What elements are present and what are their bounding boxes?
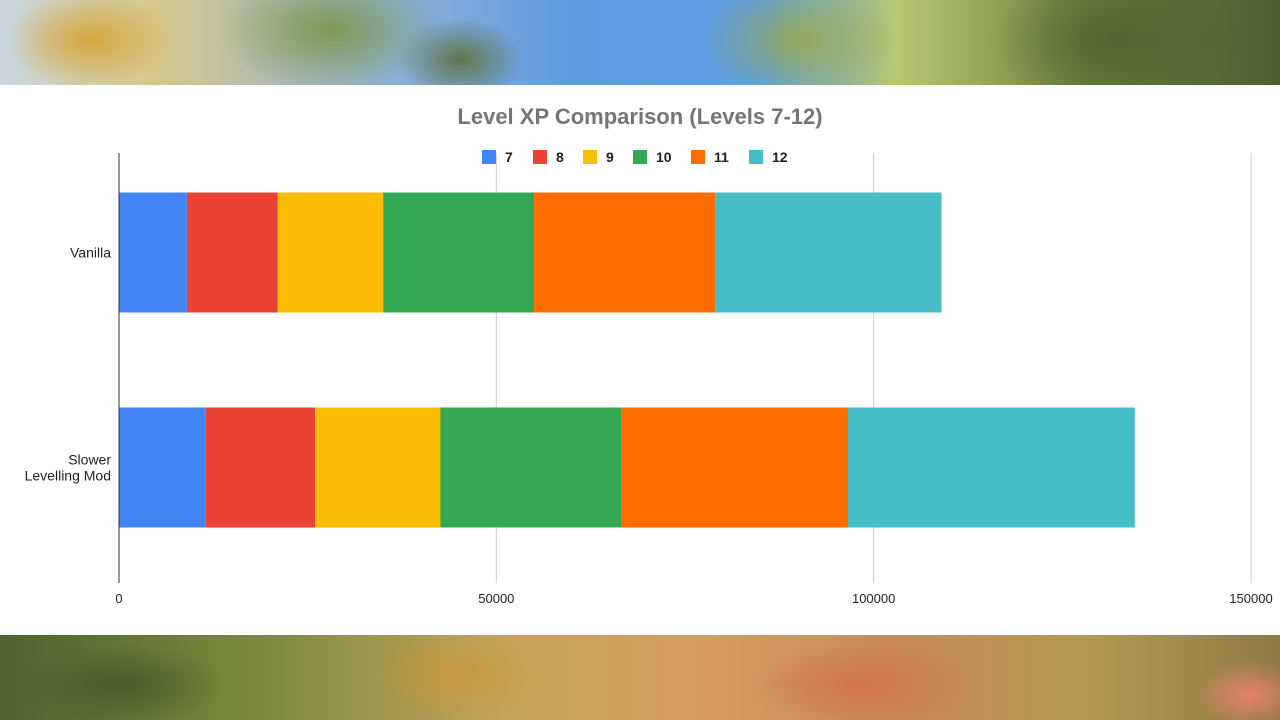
legend-label-12: 12 (772, 149, 788, 165)
legend-swatch-7 (482, 150, 496, 164)
legend-label-8: 8 (556, 149, 564, 165)
bar-segment-level-10 (383, 192, 535, 313)
bar-segment-level-9 (315, 407, 441, 528)
legend-swatch-9 (583, 150, 597, 164)
bar-segment-level-9 (277, 192, 384, 313)
legend: 7 8 9 10 11 12 (482, 149, 788, 165)
category-label: Slower (68, 452, 111, 468)
category-label: Vanilla (70, 245, 111, 261)
background-foliage-bottom (0, 635, 1280, 720)
legend-swatch-11 (691, 150, 705, 164)
bar-segment-level-7 (119, 407, 206, 528)
bar-segment-level-7 (119, 192, 187, 313)
legend-swatch-10 (633, 150, 647, 164)
bar-segment-level-8 (205, 407, 316, 528)
x-tick-label: 150000 (1229, 591, 1272, 606)
chart-title: Level XP Comparison (Levels 7-12) (457, 104, 823, 129)
legend-label-10: 10 (656, 149, 672, 165)
bars (119, 192, 1135, 528)
x-tick-label: 0 (115, 591, 122, 606)
legend-swatch-12 (749, 150, 763, 164)
legend-label-9: 9 (606, 149, 614, 165)
bar-segment-level-11 (621, 407, 849, 528)
legend-swatch-8 (533, 150, 547, 164)
bar-segment-level-8 (186, 192, 278, 313)
bar-segment-level-12 (715, 192, 942, 313)
bar-segment-level-11 (534, 192, 716, 313)
chart-panel: Level XP Comparison (Levels 7-12) 0 50000… (0, 85, 1280, 635)
chart-svg: 0 50000 100000 150000 Vanilla SlowerLevellin… (25, 149, 1273, 606)
x-tick-labels: 0 50000 100000 150000 (115, 591, 1272, 606)
bar-segment-level-10 (440, 407, 622, 528)
x-tick-label: 100000 (852, 591, 895, 606)
category-label: Levelling Mod (25, 468, 111, 484)
bar-segment-level-12 (848, 407, 1135, 528)
background-foliage-top (0, 0, 1280, 85)
x-tick-label: 50000 (478, 591, 514, 606)
legend-label-11: 11 (714, 149, 729, 165)
legend-label-7: 7 (505, 149, 513, 165)
